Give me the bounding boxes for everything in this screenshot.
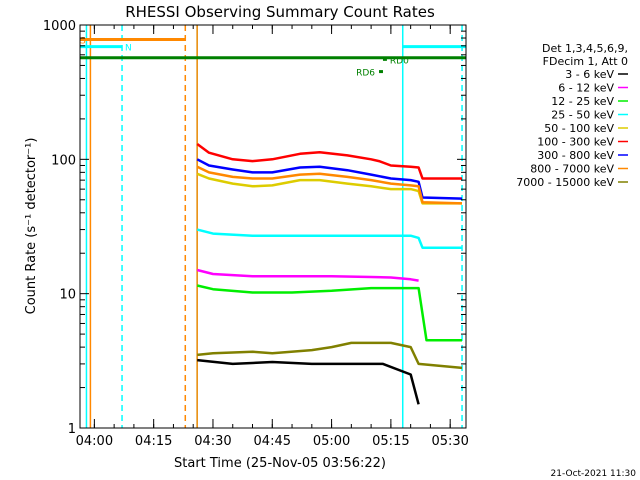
series-line [197,341,463,370]
y-tick-label: 100 [51,153,76,168]
y-axis-label: Count Rate (s⁻¹ detector⁻¹) [24,138,39,315]
x-tick-label: 04:00 [76,434,113,449]
plot-area: S N RD0 RD6 1 10 100 1000 04:00 04:15 04:30 04:45 05… [43,19,469,449]
flag-label: RD6 [356,69,375,79]
series-line [196,268,419,282]
x-tick-label: 04:45 [254,434,291,449]
legend-entry: 7000 - 15000 keV [516,176,614,189]
series-line [196,165,463,205]
legend-entry: 300 - 800 keV [537,149,614,162]
legend-entry: 50 - 100 keV [544,122,614,135]
x-tick-label: 05:15 [372,434,409,449]
footer-date: 21-Oct-2021 11:30 [551,469,637,479]
series-line [196,142,462,180]
y-tick-label: 10 [59,288,76,303]
y-tick-label: 1 [68,422,76,437]
y-tick-label: 1000 [43,19,76,34]
legend-entry: 800 - 7000 keV [530,163,614,176]
x-axis-label: Start Time (25-Nov-05 03:56:22) [174,456,386,471]
x-tick-label: 05:00 [313,434,350,449]
x-tick-label: 05:30 [431,434,468,449]
series-line [197,358,420,405]
legend-entry: 3 - 6 keV [565,68,614,81]
legend: Det 1,3,4,5,6,9,FDecim 1, Att 03 - 6 keV… [516,42,628,189]
legend-header: Det 1,3,4,5,6,9, [542,42,628,55]
series-line [196,158,463,200]
legend-entry: 100 - 300 keV [537,136,614,149]
series-line [196,228,462,249]
flag-label: S [80,36,86,46]
chart-title: RHESSI Observing Summary Count Rates [125,3,435,21]
x-tick-label: 04:15 [135,434,172,449]
flag-label: N [125,44,132,54]
axes-frame [79,24,467,429]
legend-entry: 6 - 12 keV [558,82,614,95]
legend-header: FDecim 1, Att 0 [543,55,628,68]
series-line [196,284,462,342]
legend-entry: 12 - 25 keV [551,95,614,108]
flag-label: RD0 [390,56,409,66]
series-line [196,172,462,205]
x-tick-label: 04:30 [194,434,231,449]
legend-entry: 25 - 50 keV [551,109,614,122]
